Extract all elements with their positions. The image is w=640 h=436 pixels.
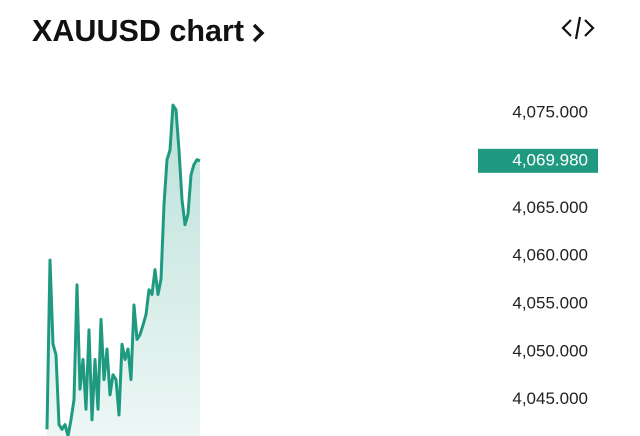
last-price-badge bbox=[478, 148, 598, 173]
y-tick-label: 4,055.000 bbox=[512, 294, 588, 313]
y-tick-label: 4,045.000 bbox=[512, 389, 588, 408]
price-line bbox=[45, 103, 201, 436]
last-price-label: 4,069.980 bbox=[512, 150, 588, 169]
y-tick-label: 4,050.000 bbox=[512, 341, 588, 360]
embed-icon[interactable] bbox=[561, 16, 595, 40]
y-tick-label: 4,075.000 bbox=[512, 102, 588, 121]
area-fill bbox=[47, 105, 200, 436]
chart-title[interactable]: XAUUSD chart bbox=[32, 13, 244, 48]
chevron-icon[interactable] bbox=[252, 23, 265, 43]
y-tick-label: 4,060.000 bbox=[512, 246, 588, 265]
y-tick-label: 4,065.000 bbox=[512, 198, 588, 217]
